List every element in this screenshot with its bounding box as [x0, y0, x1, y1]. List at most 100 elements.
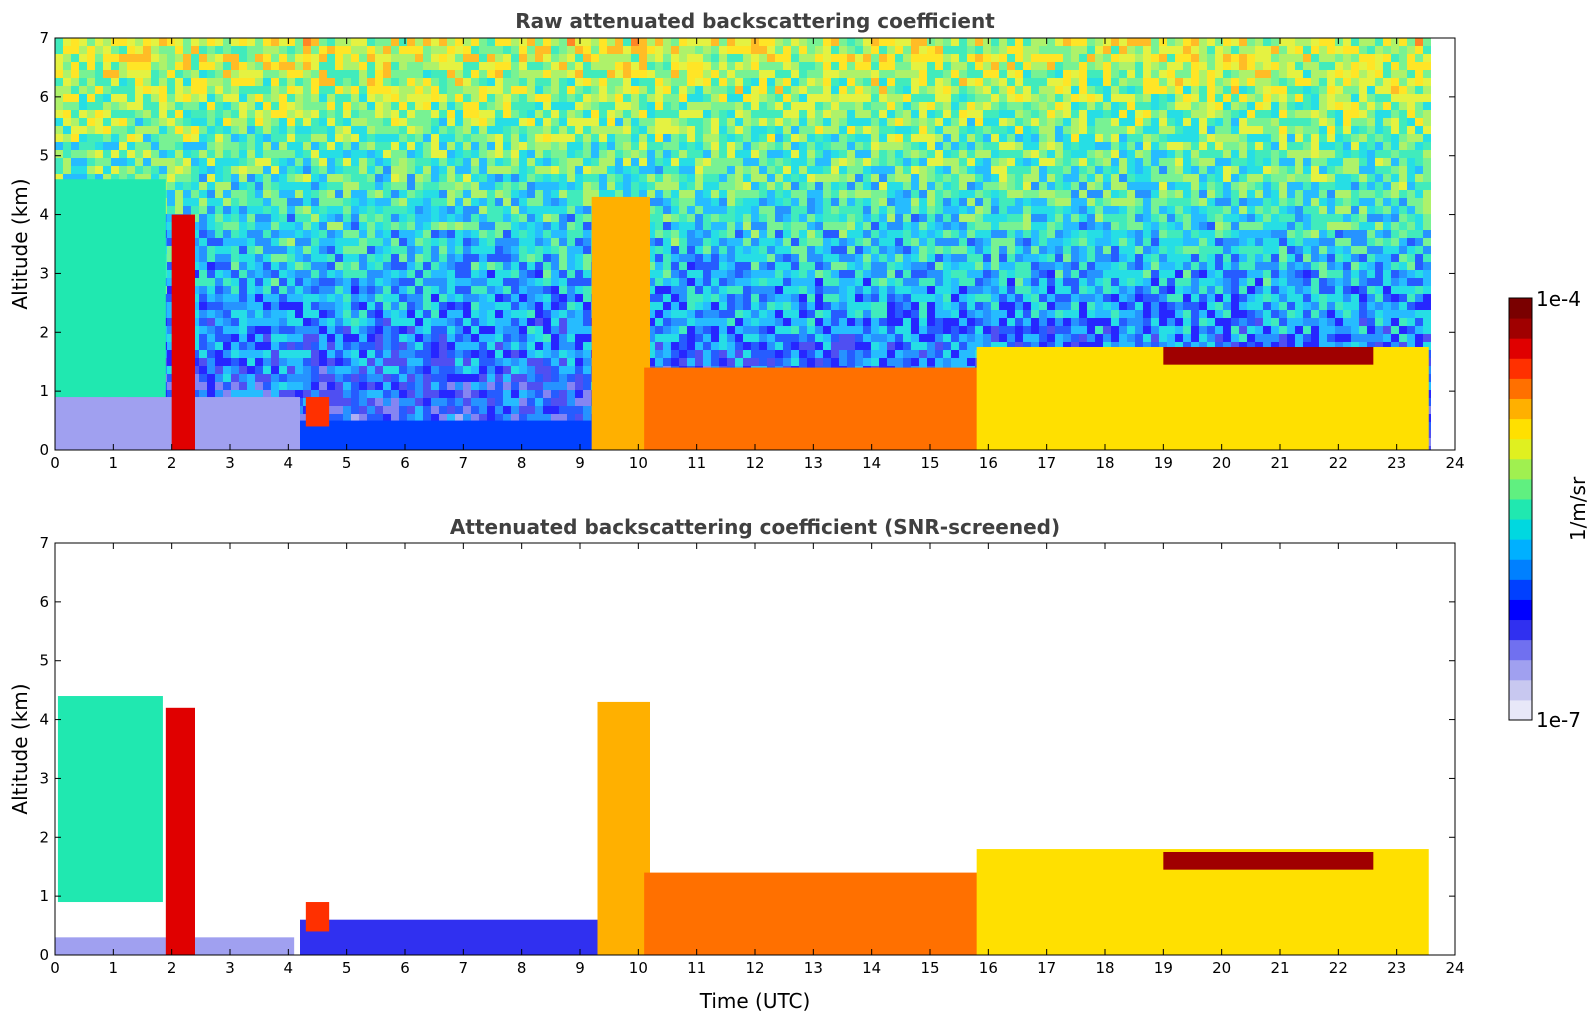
noise-cell [279, 278, 287, 286]
noise-cell [311, 54, 319, 62]
noise-cell [311, 326, 319, 334]
noise-cell [703, 286, 711, 294]
noise-cell [551, 382, 559, 390]
noise-cell [271, 86, 279, 94]
noise-cell [551, 198, 559, 206]
noise-cell [215, 118, 223, 126]
noise-cell [391, 270, 399, 278]
noise-cell [79, 142, 87, 150]
noise-cell [271, 38, 279, 46]
noise-cell [743, 278, 751, 286]
noise-cell [239, 78, 247, 86]
noise-cell [63, 86, 71, 94]
noise-cell [415, 190, 423, 198]
noise-cell [743, 294, 751, 302]
noise-cell [495, 318, 503, 326]
noise-cell [575, 390, 583, 398]
noise-cell [423, 166, 431, 174]
noise-cell [487, 150, 495, 158]
noise-cell [63, 150, 71, 158]
noise-cell [519, 222, 527, 230]
noise-cell [743, 198, 751, 206]
noise-cell [543, 118, 551, 126]
noise-cell [319, 110, 327, 118]
noise-cell [415, 86, 423, 94]
noise-cell [439, 254, 447, 262]
noise-cell [511, 294, 519, 302]
noise-cell [647, 118, 655, 126]
noise-cell [319, 86, 327, 94]
noise-cell [751, 318, 759, 326]
noise-cell [575, 110, 583, 118]
noise-cell [103, 86, 111, 94]
noise-cell [575, 222, 583, 230]
noise-cell [215, 126, 223, 134]
noise-cell [519, 326, 527, 334]
noise-cell [279, 326, 287, 334]
noise-cell [423, 222, 431, 230]
noise-cell [55, 110, 63, 118]
noise-cell [807, 190, 815, 198]
noise-cell [295, 62, 303, 70]
noise-cell [375, 126, 383, 134]
noise-cell [447, 238, 455, 246]
noise-cell [239, 62, 247, 70]
noise-cell [631, 118, 639, 126]
noise-cell [399, 102, 407, 110]
noise-cell [215, 94, 223, 102]
noise-cell [247, 286, 255, 294]
noise-cell [431, 326, 439, 334]
noise-cell [175, 54, 183, 62]
noise-cell [279, 350, 287, 358]
noise-cell [423, 398, 431, 406]
noise-cell [359, 126, 367, 134]
noise-cell [359, 118, 367, 126]
noise-cell [567, 342, 575, 350]
noise-cell [695, 158, 703, 166]
noise-cell [559, 326, 567, 334]
noise-cell [799, 102, 807, 110]
noise-cell [335, 142, 343, 150]
noise-cell [247, 302, 255, 310]
noise-cell [711, 174, 719, 182]
noise-cell [63, 142, 71, 150]
noise-cell [687, 230, 695, 238]
noise-cell [599, 158, 607, 166]
noise-cell [807, 238, 815, 246]
noise-cell [487, 54, 495, 62]
noise-cell [367, 334, 375, 342]
noise-cell [479, 102, 487, 110]
noise-cell [767, 78, 775, 86]
noise-cell [119, 126, 127, 134]
noise-cell [495, 222, 503, 230]
noise-cell [119, 110, 127, 118]
noise-cell [567, 406, 575, 414]
noise-cell [535, 150, 543, 158]
noise-cell [559, 358, 567, 366]
noise-cell [287, 350, 295, 358]
noise-cell [335, 390, 343, 398]
noise-cell [63, 78, 71, 86]
noise-cell [767, 158, 775, 166]
noise-cell [199, 206, 207, 214]
noise-cell [127, 134, 135, 142]
noise-cell [551, 310, 559, 318]
noise-cell [703, 230, 711, 238]
noise-cell [271, 278, 279, 286]
noise-cell [807, 166, 815, 174]
noise-cell [807, 54, 815, 62]
noise-cell [415, 390, 423, 398]
noise-cell [551, 390, 559, 398]
noise-cell [703, 262, 711, 270]
noise-cell [727, 78, 735, 86]
noise-cell [663, 102, 671, 110]
noise-cell [599, 126, 607, 134]
noise-cell [239, 198, 247, 206]
noise-cell [791, 150, 799, 158]
noise-cell [751, 94, 759, 102]
noise-cell [575, 174, 583, 182]
noise-cell [159, 70, 167, 78]
noise-cell [87, 150, 95, 158]
noise-cell [607, 86, 615, 94]
noise-cell [263, 390, 271, 398]
